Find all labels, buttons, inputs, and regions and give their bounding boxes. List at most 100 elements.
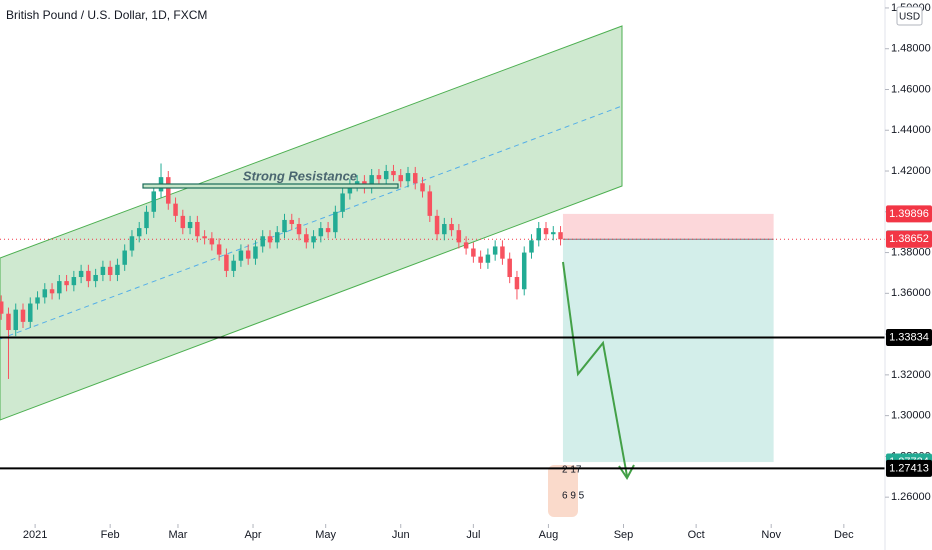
candle-body [216,244,222,255]
candle-body [383,171,389,180]
x-tick-label: Oct [688,529,705,541]
candle-body [86,270,91,282]
candle-body [478,256,483,263]
candle-body [231,260,236,271]
candle-body [100,266,106,275]
x-tick-label: Mar [168,529,187,541]
candle-body [42,289,48,298]
candle-body [369,175,374,188]
event-text: 6 9 5 [562,491,585,502]
candle-body [202,236,207,239]
drawings-front: Strong Resistance 2 17 6 9 5 [0,168,885,517]
channel-midline [0,105,623,340]
candle-body [456,230,462,243]
price-tag [886,459,932,477]
candle-body [304,234,309,243]
event-badge [548,465,578,517]
y-tick-label: 1.36000 [891,287,931,299]
candle-body [558,232,563,240]
event-text: 2 17 [562,465,582,476]
candle-body [173,203,178,216]
candle-body [282,219,287,233]
candle-body [551,232,556,235]
candle-body [13,309,18,331]
candle-body [93,274,98,282]
x-tick-label: May [315,529,336,541]
candle-body [57,281,62,294]
candle-body [115,264,120,275]
resistance-box [142,183,399,189]
candle-body [413,173,418,184]
y-tick-label: 1.38000 [891,246,931,258]
candle-body [471,248,476,257]
projection-arrow [562,261,628,477]
candle-body [427,191,433,216]
candle-body [180,215,186,229]
y-tick-label: 1.44000 [891,124,931,136]
parallel-channel [0,25,623,421]
price-tag-label: 1.39896 [889,208,929,220]
candle-body [253,246,258,259]
candle-body [136,228,142,237]
price-tag-label: 1.33834 [889,331,929,343]
target-zone [562,239,774,463]
candle-body [536,228,542,241]
stop-zone [562,213,774,240]
x-tick-label: Jun [392,529,410,541]
candle-body [391,171,396,176]
candle-body [144,211,149,229]
candle-body [78,270,84,278]
currency-box [896,6,923,26]
x-tick-label: Jul [466,529,480,541]
chart-title: British Pound / U.S. Dollar, 1D, FXCM [6,8,207,22]
candle-body [71,277,77,286]
candle-body [449,224,454,231]
y-tick-label: 1.32000 [891,369,931,381]
candle-body [195,221,200,237]
candle-body [340,193,345,212]
candle-body [267,236,273,243]
candle-body [122,250,127,265]
y-tick-label: 1.30000 [891,410,931,422]
x-tick-label: 2021 [23,529,47,541]
candle-body [0,301,4,314]
x-tick-label: Dec [834,529,854,541]
candle-body [485,254,491,263]
candle-body [463,242,469,249]
y-tick-label: 1.46000 [891,83,931,95]
candle-body [245,250,251,259]
candle-body [274,232,280,243]
y-tick-label: 1.48000 [891,43,931,55]
candle-body [209,238,215,245]
candle-body [20,309,26,322]
x-tick-label: Nov [761,529,781,541]
y-tick-label: 1.26000 [891,491,931,503]
x-tick-label: Apr [244,529,261,541]
candle-body [129,236,135,251]
price-tag [886,328,932,346]
candle-body [514,277,520,290]
candle-body [398,175,403,182]
candles [0,163,563,379]
candle-body [107,266,113,275]
candle-body [311,236,316,243]
candle-body [260,236,265,247]
candle-body [442,224,447,235]
x-tick-label: Aug [539,529,559,541]
candle-body [296,224,302,235]
candle-body [224,254,229,271]
candle-body [507,258,512,278]
resistance-label: Strong Resistance [243,168,357,183]
candle-body [354,181,360,186]
candle-body [376,175,382,180]
candle-body [325,228,331,233]
candle-body [35,297,40,304]
candle-body [166,177,171,204]
candle-body [318,228,324,237]
price-tag [886,205,932,223]
candle-body [500,246,505,259]
price-tag-label: 1.27413 [889,462,929,474]
candle-body [347,185,353,194]
x-tick-label: Feb [101,529,120,541]
